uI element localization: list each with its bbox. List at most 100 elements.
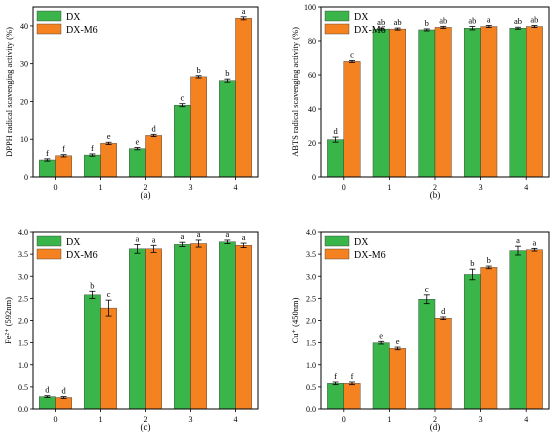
- significance-letter: d: [61, 386, 66, 396]
- bar-dx-2: [418, 29, 436, 178]
- bar-dx-3: [463, 274, 481, 410]
- significance-letter: a: [516, 235, 520, 245]
- legend-label: DX: [354, 12, 369, 23]
- bar-dx-m6-2: [434, 318, 452, 410]
- bar-dx-0: [39, 396, 56, 410]
- significance-letter: ab: [394, 17, 402, 27]
- bar-dx-m6-0: [343, 61, 361, 178]
- panel-caption: (a): [141, 190, 151, 200]
- y-tick-label: 30: [20, 60, 28, 69]
- legend: DX DX-M6: [324, 10, 386, 36]
- bar-dx-1: [372, 342, 390, 410]
- panel-a: f f e c b f e d b a 0 10 20 30 40 0 1 2 3 4 DPPH radical sca…: [4, 6, 259, 200]
- significance-letter: a: [181, 231, 185, 241]
- significance-letter: d: [151, 123, 156, 133]
- y-tick-label: 4.0: [18, 228, 28, 237]
- bar-dx-m6-1: [100, 307, 117, 410]
- y-axis-title: DPPH radical scavenging activity (%): [4, 27, 14, 157]
- significance-letter: a: [152, 234, 156, 244]
- bar-dx-m6-4: [526, 249, 543, 410]
- bar-dx-m6-3: [190, 243, 207, 410]
- y-axis-title: ABTS radical scavenging activity (%): [290, 27, 300, 157]
- legend-swatch: [324, 248, 350, 260]
- legend-label: DX: [66, 237, 81, 248]
- significance-letter: b: [470, 258, 474, 268]
- significance-letter: a: [226, 229, 230, 239]
- significance-letter: f: [334, 371, 337, 381]
- x-tick-label: 4: [524, 415, 528, 424]
- significance-letter: f: [91, 143, 94, 153]
- significance-letter: f: [62, 144, 65, 154]
- y-tick-label: 40: [20, 22, 28, 31]
- significance-letter: c: [107, 289, 111, 299]
- significance-letter: d: [333, 126, 338, 136]
- bar-dx-1: [372, 28, 390, 178]
- bar-dx-4: [219, 241, 236, 410]
- bar-dx-m6-1: [389, 28, 407, 178]
- panel-c: d b a a a d c a a a 0.0 0.5 1.0 1.5 2.0 2.5 3.0 3.5 4.0 0 1 2…: [3, 228, 259, 432]
- significance-letter: a: [136, 233, 140, 243]
- x-tick-label: 0: [342, 415, 346, 424]
- x-tick-label: 2: [144, 415, 148, 424]
- legend-swatch: [36, 248, 62, 260]
- legend-label: DX-M6: [354, 25, 386, 36]
- y-tick-label: 0.5: [18, 383, 28, 392]
- significance-letter: ab: [530, 15, 538, 25]
- x-tick-label: 4: [234, 415, 238, 424]
- x-tick-label: 1: [99, 415, 103, 424]
- legend-swatch: [36, 10, 62, 22]
- x-tick-label: 0: [342, 183, 346, 192]
- y-tick-label: 3.0: [18, 272, 28, 281]
- x-tick-label: 3: [479, 183, 483, 192]
- bar-dx-4: [509, 250, 527, 410]
- significance-letter: a: [487, 15, 491, 25]
- significance-letter: b: [487, 255, 491, 265]
- significance-letter: f: [351, 371, 354, 381]
- legend-swatch: [36, 23, 62, 35]
- x-tick-label: 1: [387, 415, 391, 424]
- x-tick-label: 0: [54, 415, 58, 424]
- bar-dx-m6-4: [235, 18, 252, 178]
- y-axis-title: Fe²⁺ (592nm): [3, 297, 13, 344]
- bar-dx-m6-2: [434, 27, 452, 178]
- significance-letter: ab: [439, 15, 447, 25]
- significance-letter: a: [242, 232, 246, 242]
- bar-dx-m6-3: [480, 26, 498, 178]
- legend-label: DX: [66, 12, 81, 23]
- bar-dx-2: [129, 248, 146, 410]
- bar-dx-4: [219, 80, 236, 178]
- y-tick-label: 100: [304, 3, 316, 12]
- significance-letter: e: [107, 131, 111, 141]
- y-tick-label: 2.0: [18, 317, 28, 326]
- x-tick-label: 2: [144, 183, 148, 192]
- bar-dx-2: [418, 299, 436, 410]
- legend-swatch: [324, 23, 350, 35]
- bar-dx-m6-4: [235, 245, 252, 410]
- x-tick-label: 3: [479, 415, 483, 424]
- x-tick-label: 2: [433, 183, 437, 192]
- bar-dx-4: [509, 28, 527, 178]
- significance-letter: c: [181, 93, 185, 103]
- significance-letter: e: [379, 330, 383, 340]
- bar-dx-1: [84, 294, 101, 410]
- y-tick-label: 1.0: [306, 361, 316, 370]
- significance-letter: c: [350, 49, 354, 59]
- y-tick-label: 0.0: [306, 405, 316, 414]
- significance-letter: b: [225, 68, 229, 78]
- panel-caption: (d): [430, 422, 441, 432]
- y-tick-label: 20: [308, 139, 316, 148]
- legend-swatch: [36, 235, 62, 247]
- x-tick-label: 1: [99, 183, 103, 192]
- bar-dx-1: [84, 154, 101, 178]
- y-tick-label: 2.5: [306, 294, 316, 303]
- significance-letter: b: [425, 18, 429, 28]
- bar-dx-m6-1: [100, 143, 117, 178]
- bar-dx-3: [174, 244, 191, 410]
- x-tick-label: 4: [524, 183, 528, 192]
- legend-label: DX-M6: [66, 250, 98, 261]
- y-tick-label: 3.5: [18, 250, 28, 259]
- x-tick-label: 2: [433, 415, 437, 424]
- bar-dx-0: [327, 383, 345, 410]
